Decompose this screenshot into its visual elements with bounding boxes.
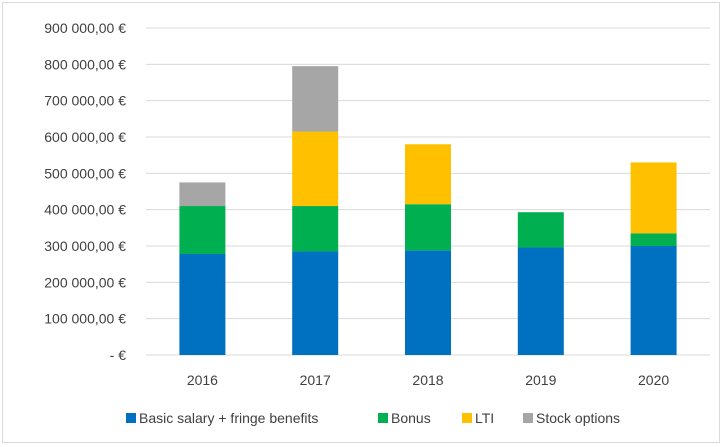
bar-segment bbox=[405, 144, 451, 205]
bar-segment bbox=[630, 162, 677, 234]
bar-segment bbox=[405, 250, 451, 355]
y-tick-label: 800 000,00 € bbox=[44, 56, 126, 72]
y-tick-label: 900 000,00 € bbox=[44, 20, 126, 36]
y-tick-label: - € bbox=[110, 347, 127, 363]
legend-swatch bbox=[523, 413, 533, 423]
bar-segment bbox=[179, 253, 226, 355]
bar-segment bbox=[179, 206, 226, 254]
legend-label: LTI bbox=[475, 410, 494, 426]
legend-label: Basic salary + fringe benefits bbox=[139, 410, 318, 426]
y-tick-label: 400 000,00 € bbox=[44, 202, 126, 218]
bar-segment bbox=[292, 66, 339, 132]
bar-segment bbox=[179, 182, 226, 207]
x-tick-label: 2016 bbox=[187, 372, 218, 388]
bar-segment bbox=[630, 233, 677, 246]
x-tick-label: 2017 bbox=[300, 372, 331, 388]
x-tick-label: 2018 bbox=[412, 372, 443, 388]
bar-segment bbox=[292, 206, 339, 252]
bar-segment bbox=[405, 204, 451, 251]
y-tick-label: 500 000,00 € bbox=[44, 165, 126, 181]
y-tick-label: 600 000,00 € bbox=[44, 129, 126, 145]
y-tick-label: 100 000,00 € bbox=[44, 311, 126, 327]
legend-swatch bbox=[126, 413, 136, 423]
bar-segment bbox=[517, 247, 564, 355]
legend-swatch bbox=[462, 413, 472, 423]
chart-frame bbox=[2, 2, 720, 443]
bar-segment bbox=[292, 251, 339, 355]
bar-segment bbox=[517, 212, 564, 248]
legend-label: Bonus bbox=[391, 410, 431, 426]
x-tick-label: 2020 bbox=[638, 372, 669, 388]
legend-label: Stock options bbox=[536, 410, 620, 426]
legend-swatch bbox=[378, 413, 388, 423]
y-tick-label: 300 000,00 € bbox=[44, 238, 126, 254]
bar-segment bbox=[630, 246, 677, 355]
bar-segment bbox=[292, 131, 339, 207]
y-tick-label: 200 000,00 € bbox=[44, 274, 126, 290]
y-tick-label: 700 000,00 € bbox=[44, 93, 126, 109]
x-tick-label: 2019 bbox=[525, 372, 556, 388]
